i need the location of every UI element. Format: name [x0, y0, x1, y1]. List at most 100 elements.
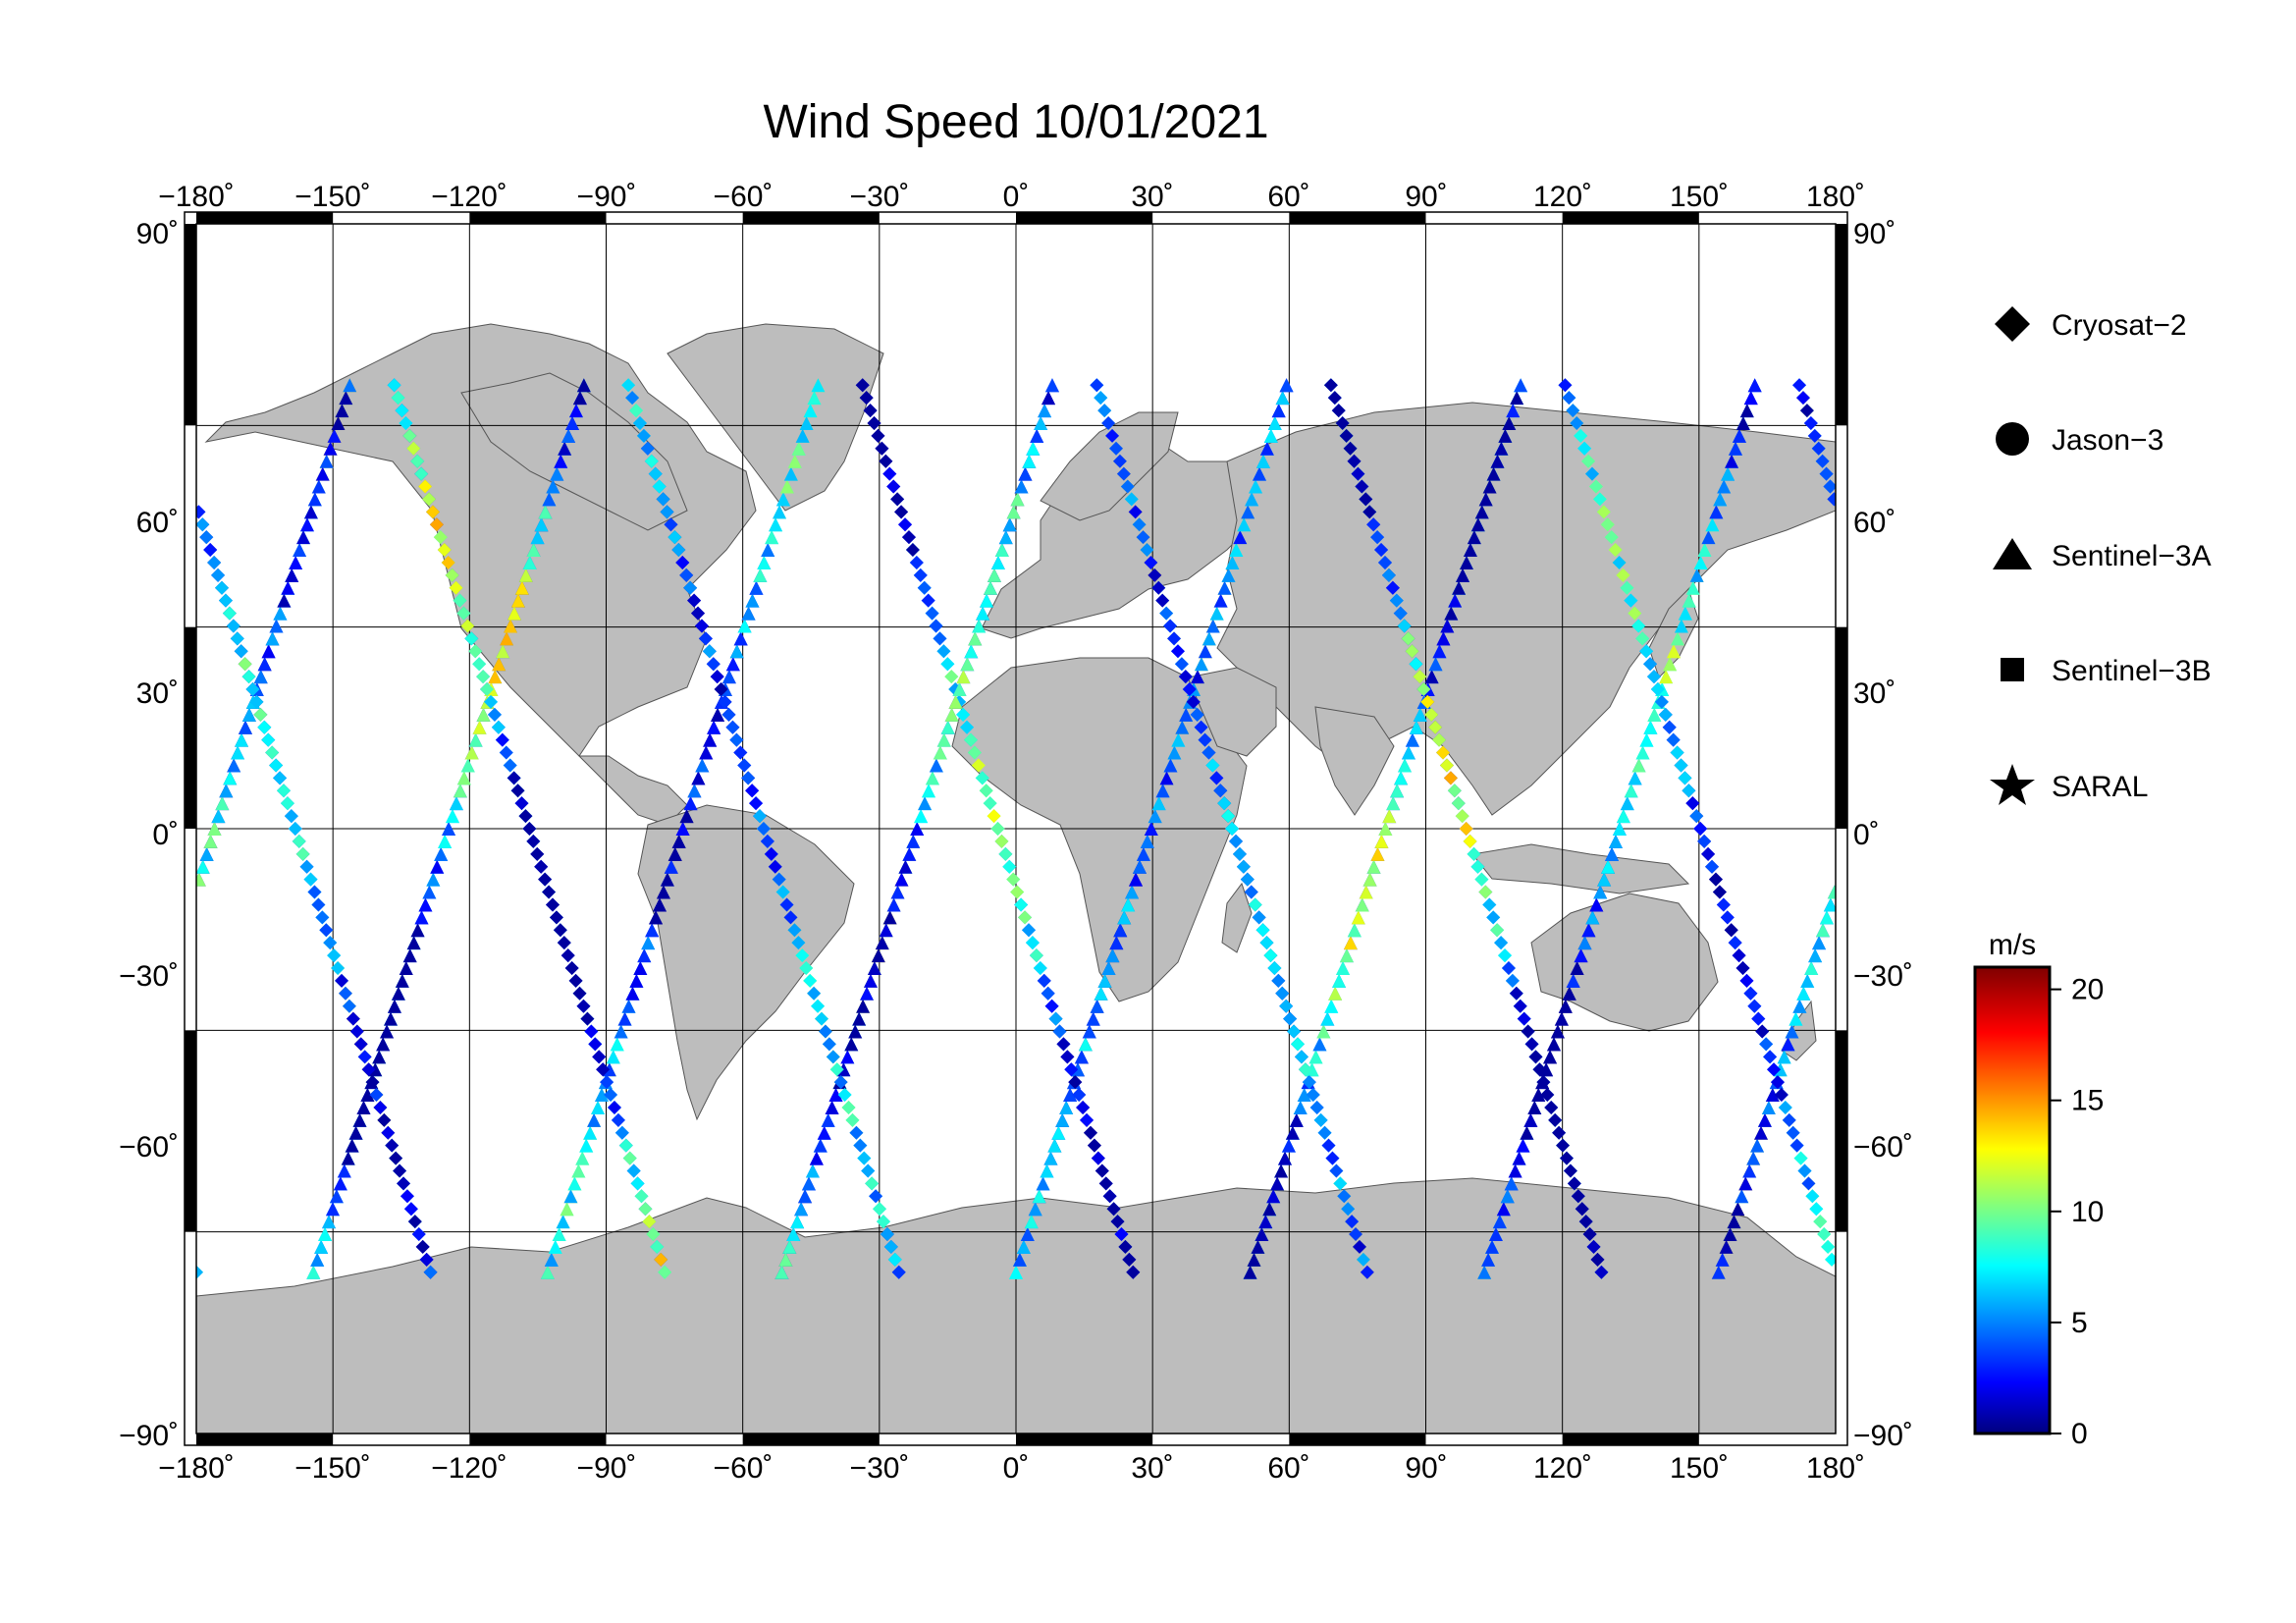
track-point — [855, 378, 870, 393]
track-point — [1620, 796, 1634, 811]
track-point — [706, 657, 721, 672]
track-point — [1321, 1138, 1336, 1153]
track-point — [496, 644, 510, 659]
lon-tick-bottom-12: 180˚ — [1806, 1452, 1865, 1485]
track-point — [699, 745, 714, 760]
frame-segment — [1289, 212, 1426, 224]
track-point — [1390, 784, 1405, 798]
track-point — [1271, 973, 1286, 988]
lon-tick-bottom-6: 0˚ — [1003, 1452, 1030, 1485]
track-point — [1324, 999, 1339, 1013]
track-point — [518, 568, 533, 582]
track-point — [1366, 859, 1381, 874]
track-point — [456, 771, 471, 785]
track-point — [1443, 771, 1458, 785]
track-point — [1635, 745, 1650, 760]
track-point — [607, 1100, 621, 1114]
track-point — [1320, 1011, 1335, 1026]
track-point — [671, 834, 686, 848]
track-point — [588, 1037, 603, 1052]
track-point — [1436, 745, 1451, 760]
track-point — [342, 999, 356, 1013]
track-point — [472, 720, 487, 734]
track-point — [1712, 885, 1727, 899]
track-point — [664, 859, 678, 874]
track-point — [1190, 707, 1204, 722]
colorbar-gradient — [1973, 965, 2052, 1435]
track-point — [1255, 454, 1270, 468]
track-point — [1329, 1163, 1344, 1178]
track-point — [1267, 960, 1282, 975]
track-point — [963, 732, 978, 747]
track-point — [1413, 670, 1427, 684]
track-point — [499, 745, 513, 760]
track-point — [1795, 391, 1810, 406]
track-point — [1639, 644, 1654, 659]
track-point — [468, 644, 483, 659]
track-point — [337, 1163, 351, 1178]
track-point — [1030, 428, 1044, 443]
track-point — [1693, 822, 1708, 836]
track-point — [769, 517, 783, 532]
track-point — [1086, 1011, 1100, 1026]
track-point — [611, 1112, 625, 1127]
track-point — [1034, 415, 1048, 430]
track-point — [1731, 1202, 1745, 1217]
track-point — [971, 758, 986, 773]
track-point — [315, 466, 330, 481]
track-point — [798, 1189, 813, 1204]
track-point — [871, 948, 885, 963]
track-point — [1628, 606, 1642, 621]
track-point — [222, 606, 237, 621]
track-point — [703, 732, 718, 747]
track-point — [1316, 1024, 1331, 1039]
track-point — [809, 1151, 824, 1165]
track-point — [1577, 936, 1592, 950]
track-point — [749, 796, 764, 811]
track-point — [813, 1138, 828, 1153]
track-point — [894, 505, 909, 519]
track-point — [803, 404, 818, 418]
track-point — [1552, 1125, 1567, 1140]
track-point — [280, 796, 294, 811]
track-point — [658, 1265, 672, 1279]
track-point — [1424, 670, 1439, 684]
track-point — [852, 1011, 867, 1026]
track-point — [902, 846, 917, 861]
frame-segment — [196, 1434, 334, 1445]
track-point — [1374, 834, 1389, 848]
track-point — [1163, 619, 1178, 633]
track-point — [422, 885, 437, 899]
track-point — [1409, 720, 1423, 734]
track-point — [245, 682, 260, 697]
track-point — [1678, 606, 1692, 621]
track-point — [791, 441, 806, 456]
track-point — [1405, 732, 1419, 747]
track-point — [1782, 1112, 1796, 1127]
track-point — [323, 936, 338, 950]
track-point — [1252, 466, 1266, 481]
track-point — [725, 720, 740, 734]
track-point — [1328, 986, 1343, 1001]
track-point — [1159, 606, 1174, 621]
track-point — [1444, 606, 1459, 621]
track-point — [1608, 834, 1623, 848]
track-point — [756, 822, 771, 836]
track-point — [460, 619, 475, 633]
track-point — [1271, 404, 1286, 418]
track-point — [591, 1100, 606, 1114]
track-point — [1090, 378, 1104, 393]
track-point — [1266, 1189, 1281, 1204]
track-point — [987, 809, 1001, 824]
chart-title: Wind Speed 10/01/2021 — [763, 96, 1268, 148]
track-point — [1345, 1215, 1360, 1229]
map-frame — [184, 211, 1848, 1446]
track-point — [817, 1125, 831, 1140]
track-point — [1708, 872, 1723, 887]
track-point — [1685, 580, 1700, 595]
track-point — [1297, 1088, 1311, 1103]
lon-tick-top-2: −120˚ — [431, 181, 507, 213]
track-point — [652, 479, 667, 494]
track-point — [687, 593, 702, 608]
track-point — [845, 1112, 860, 1127]
